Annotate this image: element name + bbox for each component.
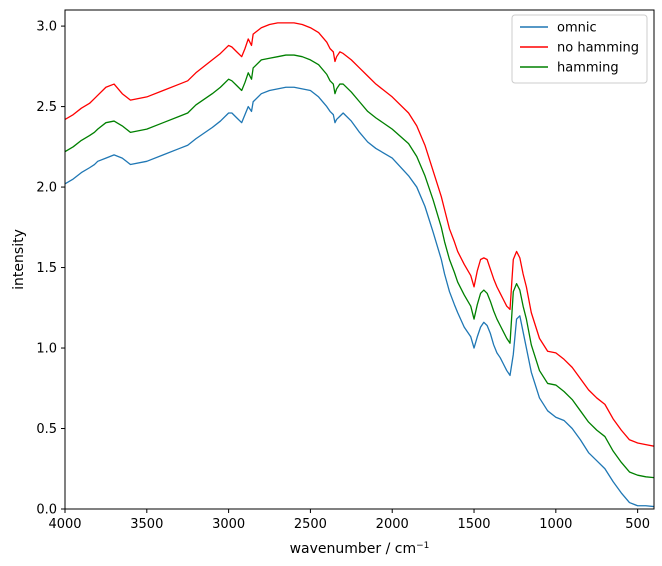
x-axis-label-text: wavenumber / cm: [290, 541, 417, 557]
series-layer: [65, 22, 654, 508]
legend-entry-label: no hamming: [557, 41, 639, 56]
legend-entry-label: omnic: [557, 21, 597, 36]
y-tick-label: 1.5: [36, 261, 57, 276]
x-tick-label: 500: [625, 517, 650, 532]
x-tick-label: 3000: [212, 517, 245, 532]
x-tick-label: 3500: [130, 517, 163, 532]
legend-entry-label: hamming: [557, 61, 619, 76]
x-tick-label: 2000: [376, 517, 409, 532]
legend-box: [511, 14, 648, 84]
y-tick-label: 0.0: [36, 503, 57, 518]
x-axis-label: wavenumber / cm−1: [290, 541, 430, 557]
axes-layer: [64, 9, 655, 510]
x-tick-label: 2500: [294, 517, 327, 532]
plot-frame: [64, 9, 655, 510]
y-tick-label: 2.5: [36, 100, 57, 115]
y-tick-label: 3.0: [36, 20, 57, 35]
y-tick-label: 2.0: [36, 181, 57, 196]
series-line-no-hamming: [65, 22, 654, 447]
series-line-hamming: [65, 54, 654, 479]
series-line-omnic: [65, 86, 654, 508]
y-tick-label: 1.0: [36, 342, 57, 357]
x-tick-label: 4000: [48, 517, 81, 532]
y-tick-label: 0.5: [36, 422, 57, 437]
ticks-layer: 4000 3500 3000 2500 2000 1500 1000 500 0.0 0.5 1.0…: [36, 20, 650, 532]
x-tick-label: 1500: [457, 517, 490, 532]
legend: omnic no hamming hamming: [511, 14, 648, 84]
x-tick-label: 1000: [539, 517, 572, 532]
y-axis-label: intensity: [11, 229, 27, 290]
x-axis-label-superscript: −1: [416, 541, 429, 551]
